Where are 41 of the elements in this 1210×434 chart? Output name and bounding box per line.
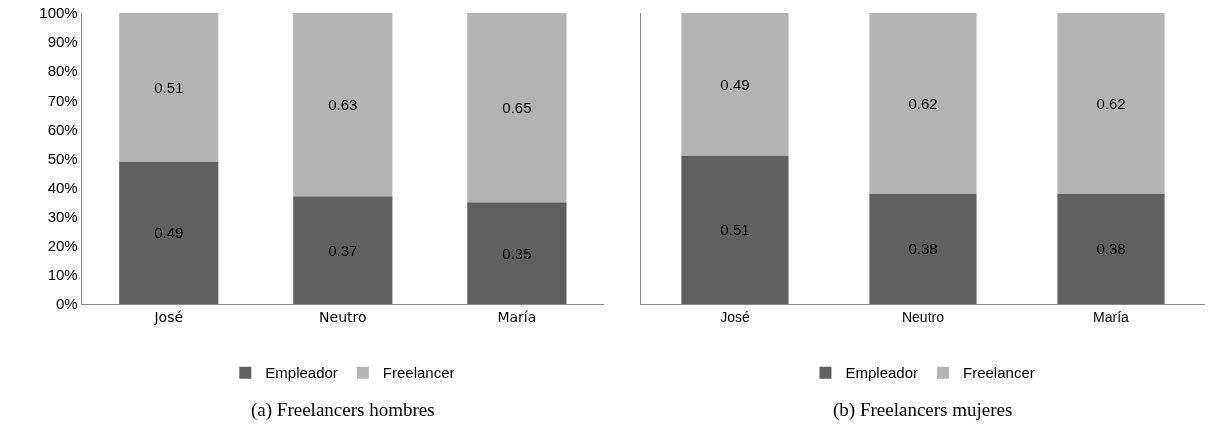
x-tick-label: José xyxy=(720,308,750,325)
bar xyxy=(119,161,219,304)
y-tick-label: 20% xyxy=(47,237,78,255)
legend-label: Empleador xyxy=(265,364,338,382)
bar xyxy=(467,13,567,203)
bar xyxy=(293,13,393,197)
legend-label: Empleador xyxy=(845,364,919,382)
x-tick-label: Neutro xyxy=(319,308,367,325)
x-tick-label: José xyxy=(153,308,184,325)
x-tick-label: Neutro xyxy=(901,308,945,325)
data-label: 0.63 xyxy=(328,96,358,114)
data-label: 0.38 xyxy=(1096,240,1126,258)
text: (a) Freelancers hombres xyxy=(251,399,435,421)
bar xyxy=(467,202,567,304)
y-tick-label: 50% xyxy=(47,149,78,167)
data-label: 0.51 xyxy=(720,221,750,239)
data-label: 0.37 xyxy=(328,241,358,259)
bar xyxy=(119,13,219,162)
x-tick-label: María xyxy=(1093,308,1130,325)
y-tick-label: 40% xyxy=(47,178,78,196)
x-tick-label: María xyxy=(497,308,537,325)
data-label: 0.49 xyxy=(720,75,750,93)
text: (b) Freelancers mujeres xyxy=(833,399,1013,421)
y-tick-label: 70% xyxy=(47,91,78,109)
y-tick-label: 10% xyxy=(47,266,78,284)
legend-label: Freelancer xyxy=(382,364,455,382)
data-label: 0.62 xyxy=(1096,94,1126,112)
y-tick-label: 0% xyxy=(56,295,78,313)
y-tick-label: 80% xyxy=(47,62,78,80)
y-tick-label: 60% xyxy=(47,120,78,138)
data-label: 0.51 xyxy=(154,78,184,96)
bar xyxy=(293,196,393,304)
legend-label: Freelancer xyxy=(963,364,1035,382)
data-label: 0.49 xyxy=(154,224,184,242)
data-label: 0.35 xyxy=(502,244,532,262)
y-tick-label: 90% xyxy=(47,33,78,51)
y-tick-label: 30% xyxy=(47,207,78,225)
data-label: 0.65 xyxy=(502,99,532,117)
data-label: 0.38 xyxy=(908,240,938,258)
data-label: 0.62 xyxy=(908,94,938,112)
y-tick-label: 100% xyxy=(39,4,78,22)
